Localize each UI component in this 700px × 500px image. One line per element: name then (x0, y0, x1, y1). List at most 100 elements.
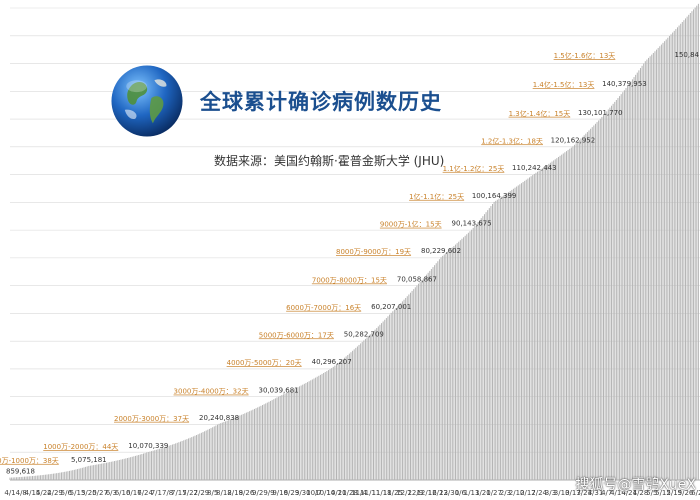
bar (662, 42, 664, 481)
bar (483, 214, 485, 480)
bar (101, 463, 103, 480)
bar (347, 355, 349, 480)
bar (197, 434, 199, 480)
bar (686, 16, 688, 480)
bar (255, 408, 257, 480)
bar (381, 323, 383, 480)
bar (48, 474, 50, 480)
x-tick-label: 4/22 (36, 489, 52, 497)
bar (672, 32, 674, 480)
bar (561, 154, 563, 480)
bar (641, 65, 643, 480)
bar (678, 25, 680, 481)
bar (117, 460, 119, 480)
bar (35, 475, 37, 480)
bar (660, 44, 662, 480)
bar (519, 184, 521, 480)
bar (175, 443, 177, 480)
bar (316, 376, 318, 480)
bar (569, 148, 571, 480)
bar (508, 192, 510, 480)
bar (54, 473, 56, 480)
x-tick-label: 12/30 (439, 489, 459, 497)
bar (165, 446, 167, 480)
x-tick-label: 12/23 (428, 489, 448, 497)
bar (223, 421, 225, 480)
bar (487, 210, 489, 480)
bar (517, 185, 519, 480)
bar (413, 289, 415, 480)
bar (356, 346, 358, 480)
bar (614, 101, 616, 480)
bar (9, 477, 11, 480)
bar (421, 280, 423, 480)
bar (358, 344, 360, 480)
chart-title: 全球累计确诊病例数历史 (200, 90, 442, 114)
bar (194, 435, 196, 480)
bar (57, 472, 59, 480)
x-tick-label: 4/15 (25, 489, 41, 497)
value-label: 859,618 (6, 468, 35, 476)
bar (188, 438, 190, 480)
bar (196, 434, 198, 480)
bar (85, 466, 87, 480)
bar (636, 72, 638, 481)
x-tick-label: 3/3 (545, 489, 556, 497)
bar (651, 54, 653, 481)
x-tick-label: 12/2 (396, 489, 412, 497)
bar (265, 403, 267, 480)
bar (311, 379, 313, 480)
bar (501, 196, 503, 480)
bar (664, 41, 666, 480)
bar (575, 143, 577, 480)
bar (683, 20, 685, 481)
chart-subtitle: 数据来源：美国约翰斯·霍普金斯大学 (JHU) (214, 154, 445, 168)
bar (427, 272, 429, 480)
bar (94, 464, 96, 480)
bar (131, 456, 133, 480)
bar (20, 476, 22, 480)
bar (673, 30, 675, 481)
bar (344, 357, 346, 480)
bar (553, 160, 555, 480)
x-tick-label: 5/12 (655, 489, 671, 497)
bar (419, 281, 421, 480)
bar (151, 451, 153, 480)
bar (233, 418, 235, 480)
x-tick-label: 3/31 (588, 489, 604, 497)
milestone-label: 2000万-3000万：37天 (114, 415, 189, 423)
bar (25, 476, 27, 480)
bar (268, 401, 270, 480)
bar (62, 472, 64, 480)
bar (453, 246, 455, 480)
bar (577, 141, 579, 480)
bar (514, 187, 516, 481)
bar (294, 388, 296, 480)
bar (450, 248, 452, 480)
x-tick-label: 11/18 (371, 489, 391, 497)
bar (327, 370, 329, 480)
milestone-label: 9000万-1亿：15天 (380, 220, 442, 229)
bar (620, 94, 622, 481)
bar (689, 13, 691, 480)
bar (142, 453, 144, 480)
bar (530, 176, 532, 480)
bar (130, 457, 132, 480)
bar (648, 57, 650, 480)
bar (606, 111, 608, 481)
bar (215, 425, 217, 480)
bar (657, 47, 659, 481)
bar (260, 405, 262, 480)
bar (432, 267, 434, 480)
gridlines (10, 7, 700, 481)
bar (155, 449, 157, 480)
bar (368, 335, 370, 480)
bar (472, 227, 474, 480)
bar (189, 437, 191, 480)
bar (602, 115, 604, 480)
bar (123, 458, 125, 480)
bar (397, 306, 399, 480)
bar (583, 135, 585, 480)
bar (19, 477, 21, 480)
